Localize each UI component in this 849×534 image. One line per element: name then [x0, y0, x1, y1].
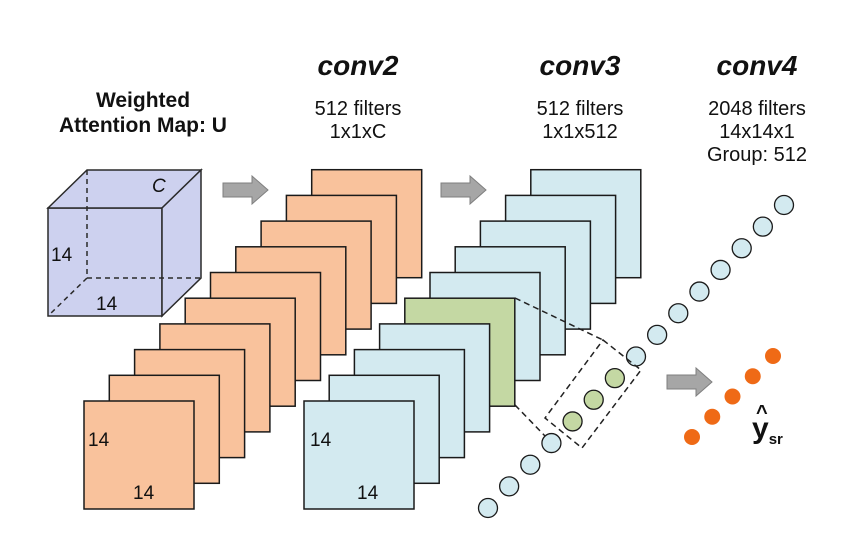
conv3-title: conv3: [539, 50, 621, 81]
conv4-grouped-circle: [604, 367, 626, 389]
conv3-front-width-label: 14: [357, 483, 379, 504]
conv2-shape: 1x1xC: [329, 121, 387, 143]
arrow-icon: [222, 174, 269, 206]
conv4-circle: [752, 216, 774, 237]
output-label-subscript: sr: [768, 431, 783, 448]
conv3-filter-stack: [303, 168, 642, 510]
output-dot: [684, 429, 700, 445]
conv4-title: conv4: [716, 50, 798, 81]
arrow-icon: [666, 366, 713, 398]
conv4-output-circles: [477, 194, 795, 519]
conv2-title: conv2: [317, 50, 399, 81]
conv3-filters: 512 filters: [536, 98, 624, 120]
conv4-circle: [710, 259, 731, 281]
conv4-circle: [625, 346, 647, 367]
conv4-circle: [773, 194, 795, 216]
conv4-description: 2048 filters 14x14x1 Group: 512: [687, 98, 827, 167]
conv4-grouped-circle: [562, 411, 583, 432]
output-dot: [724, 388, 741, 405]
cube-side-face: [161, 168, 202, 318]
attention-map-title-line2: Attention Map: U: [59, 114, 227, 137]
conv2-front-height-label: 14: [88, 430, 110, 451]
cube-width-label: 14: [96, 294, 118, 315]
conv4-circle: [498, 476, 520, 497]
arrow-icon: [440, 174, 487, 206]
conv3-description: 512 filters 1x1x512: [520, 98, 640, 144]
conv3-filter: [303, 400, 415, 510]
output-dot: [704, 408, 721, 425]
conv2-front-width-label: 14: [133, 483, 155, 504]
conv2-filters: 512 filters: [314, 98, 402, 120]
conv3-front-height-label: 14: [310, 430, 332, 451]
conv4-circle: [731, 238, 752, 259]
attention-map-title: Weighted Attention Map: U: [48, 88, 238, 138]
conv4-grouped-circle: [583, 389, 604, 410]
attention-map-title-line1: Weighted: [95, 89, 191, 112]
conv4-circle: [520, 454, 541, 475]
conv4-circle: [646, 324, 668, 346]
conv4-circle: [541, 432, 562, 454]
output-dot: [744, 368, 761, 385]
conv4-circle: [477, 497, 499, 519]
conv3-shape: 1x1x512: [542, 121, 618, 143]
cube-depth-label: C: [152, 176, 166, 197]
conv2-filter: [83, 400, 195, 510]
group-selection-box: [543, 338, 643, 450]
conv4-shape: 14x14x1: [719, 121, 795, 143]
output-label-hat: ^: [756, 402, 768, 424]
cube-hidden-edges: [47, 170, 201, 317]
output-label-base: y: [752, 412, 769, 445]
output-dot: [765, 348, 781, 364]
group-connection-lines: [514, 297, 604, 437]
attention-map-cube: [46, 168, 203, 318]
conv4-filters: 2048 filters: [708, 98, 806, 120]
output-label: ysr: [752, 412, 783, 448]
conv2-filter-stack: [83, 168, 423, 510]
conv2-description: 512 filters 1x1xC: [298, 98, 418, 144]
conv4-circle: [689, 281, 710, 302]
output-dots: [684, 348, 781, 445]
conv4-circle: [668, 303, 689, 324]
cube-height-label: 14: [51, 245, 73, 266]
conv4-group: Group: 512: [706, 144, 808, 166]
